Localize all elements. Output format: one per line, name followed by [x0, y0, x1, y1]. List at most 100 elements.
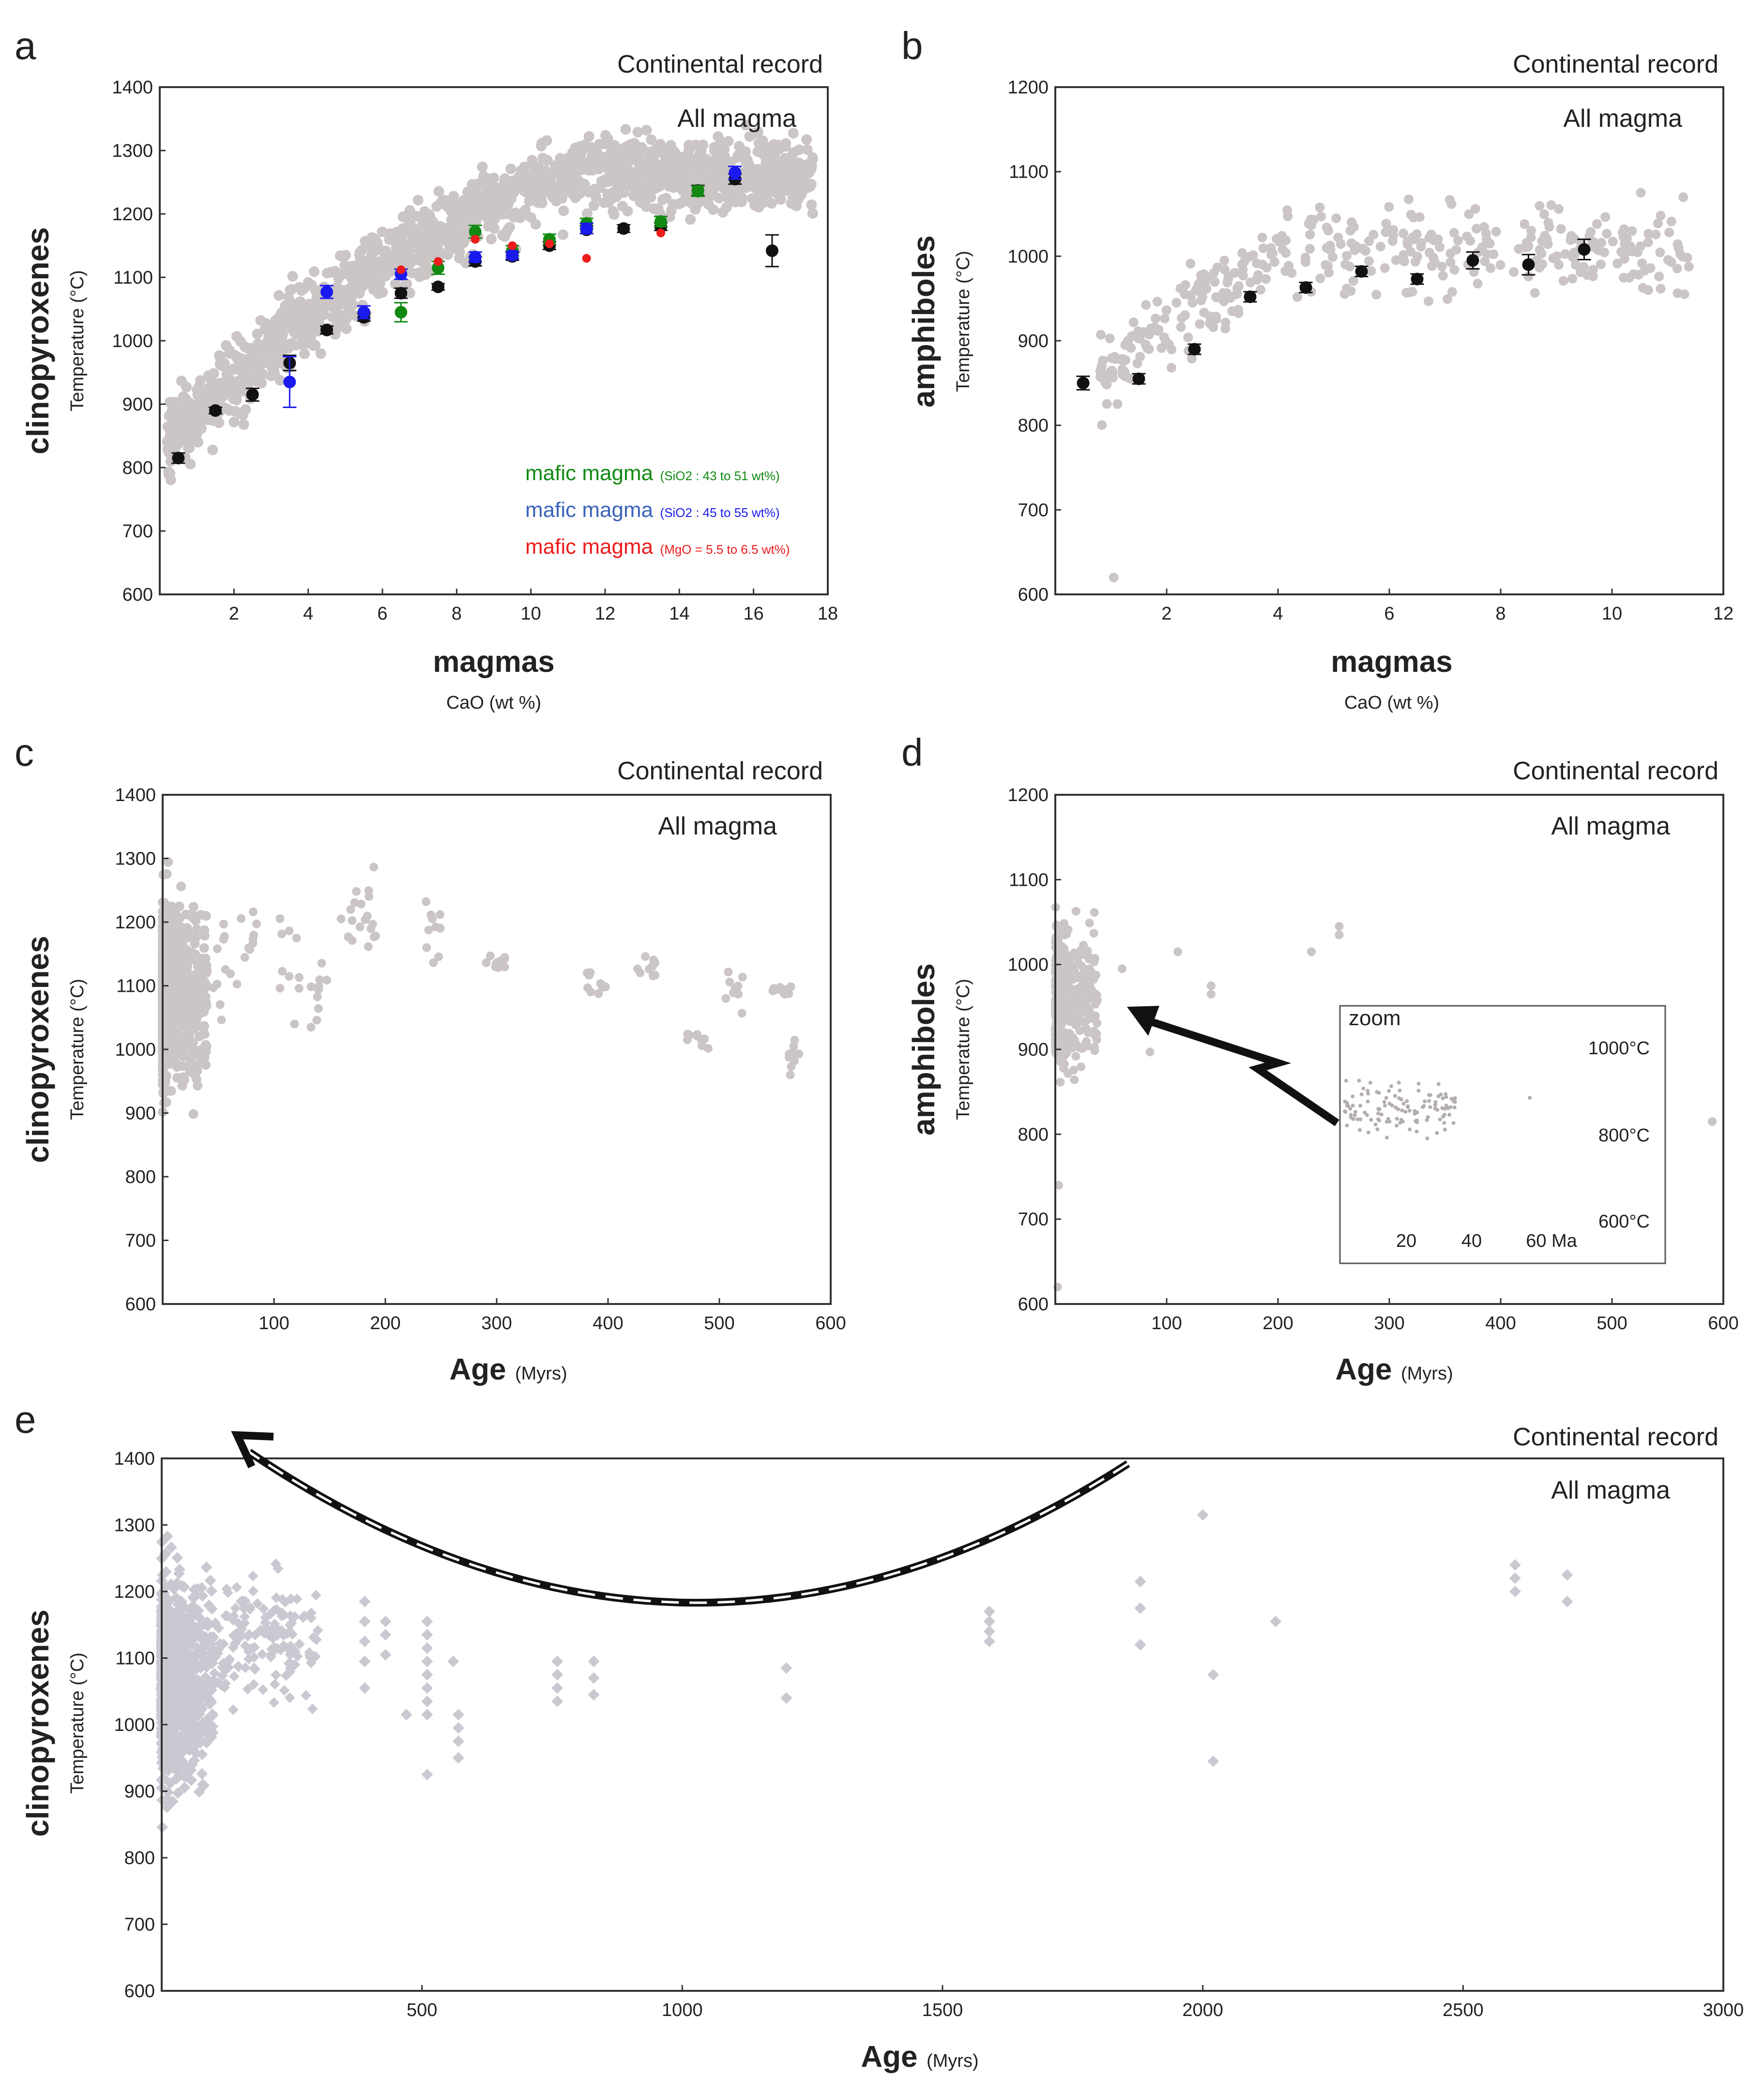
data-point [1708, 1117, 1717, 1126]
data-point [1211, 292, 1221, 302]
legend-blue-entry: mafic magma (SiO2 : 45 to 55 wt%) [525, 498, 780, 522]
data-point [432, 245, 443, 256]
data-point [1316, 212, 1326, 222]
panel-b-y-sublabel: Temperature (°C) [953, 251, 973, 392]
zoom-point [1416, 1081, 1421, 1086]
zoom-point [1420, 1105, 1425, 1109]
data-point [1322, 243, 1332, 253]
data-point [1256, 285, 1266, 295]
mean-point-blue [357, 306, 370, 319]
data-point [235, 386, 246, 397]
data-point [1076, 1017, 1085, 1026]
zoom-point [1369, 1118, 1373, 1122]
data-point [1070, 951, 1080, 960]
data-point [215, 1000, 225, 1009]
data-point [240, 953, 249, 962]
data-point [486, 233, 497, 244]
data-point [185, 982, 196, 992]
data-point [1331, 213, 1341, 223]
panel-a-letter: a [15, 24, 36, 67]
data-point [178, 1072, 188, 1082]
data-diamond [551, 1695, 563, 1707]
data-point [703, 159, 714, 170]
data-point [541, 135, 552, 146]
data-point [199, 931, 210, 941]
data-point [355, 922, 365, 931]
data-point [1093, 1018, 1102, 1028]
data-point [582, 968, 592, 977]
data-point [1097, 420, 1107, 430]
data-point [724, 968, 733, 977]
data-point [684, 144, 695, 155]
mean-point-mean_points [1355, 265, 1368, 278]
data-point [1579, 262, 1589, 272]
data-point [177, 407, 188, 418]
data-point [1351, 241, 1361, 251]
data-point [582, 141, 593, 152]
data-point [348, 916, 357, 925]
data-point [505, 163, 517, 174]
zoom-point [1351, 1104, 1355, 1108]
data-diamond [983, 1606, 995, 1618]
x-tick-label: 12 [595, 604, 615, 624]
panel-e-x-label: Age (Myrs) [861, 2040, 978, 2074]
data-point [238, 373, 249, 384]
data-point [1637, 258, 1647, 268]
data-point [790, 1035, 799, 1045]
data-point [207, 444, 218, 455]
data-point [1347, 217, 1357, 227]
zoom-point [1383, 1104, 1387, 1108]
data-point [718, 150, 730, 161]
data-point [1582, 270, 1593, 280]
data-diamond [421, 1682, 433, 1694]
y-tick-label: 600 [1018, 585, 1049, 605]
data-point [174, 416, 185, 427]
data-point [1643, 228, 1654, 239]
data-point [1208, 322, 1218, 333]
curved-arrow-stripes [248, 1451, 1129, 1604]
data-point [1176, 322, 1186, 332]
data-point [1117, 369, 1127, 379]
mean-point-green [654, 215, 667, 228]
data-point [600, 130, 611, 141]
data-point [260, 318, 272, 329]
data-point [1107, 353, 1117, 363]
zoom-point [1433, 1100, 1438, 1104]
zoom-point [1400, 1108, 1404, 1112]
data-point [1481, 228, 1491, 239]
panel-c-record-label: Continental record [617, 757, 823, 785]
data-point [224, 348, 235, 359]
data-point [514, 211, 525, 222]
data-point [721, 994, 730, 1003]
data-point [794, 1049, 804, 1059]
data-diamond [279, 1685, 290, 1696]
data-point [1616, 247, 1627, 257]
data-point [198, 978, 209, 988]
data-point [314, 314, 325, 325]
data-point [1177, 313, 1187, 323]
data-point [345, 309, 356, 320]
data-diamond [284, 1692, 295, 1703]
data-point [709, 146, 720, 157]
zoom-point [1401, 1102, 1406, 1106]
data-diamond [1134, 1602, 1146, 1614]
x-tick-label: 600 [815, 1313, 846, 1334]
data-point [599, 174, 610, 185]
data-point [1560, 249, 1570, 259]
panel-d-x-label: Age (Myrs) [1335, 1353, 1453, 1386]
data-point [745, 171, 756, 182]
data-point [289, 315, 300, 326]
data-point [1391, 255, 1401, 265]
data-point [565, 161, 577, 172]
panel-e-y-label: clinopyroxenes [20, 1609, 55, 1837]
zoom-point [1423, 1099, 1427, 1104]
data-point [752, 146, 763, 157]
mean-point-green [432, 261, 444, 274]
data-point [640, 952, 650, 961]
zoom-point [1375, 1090, 1379, 1094]
zoom-point [1441, 1114, 1445, 1119]
data-point [574, 188, 585, 199]
data-point [313, 992, 322, 1001]
panel-c-x-label: Age (Myrs) [449, 1353, 567, 1386]
